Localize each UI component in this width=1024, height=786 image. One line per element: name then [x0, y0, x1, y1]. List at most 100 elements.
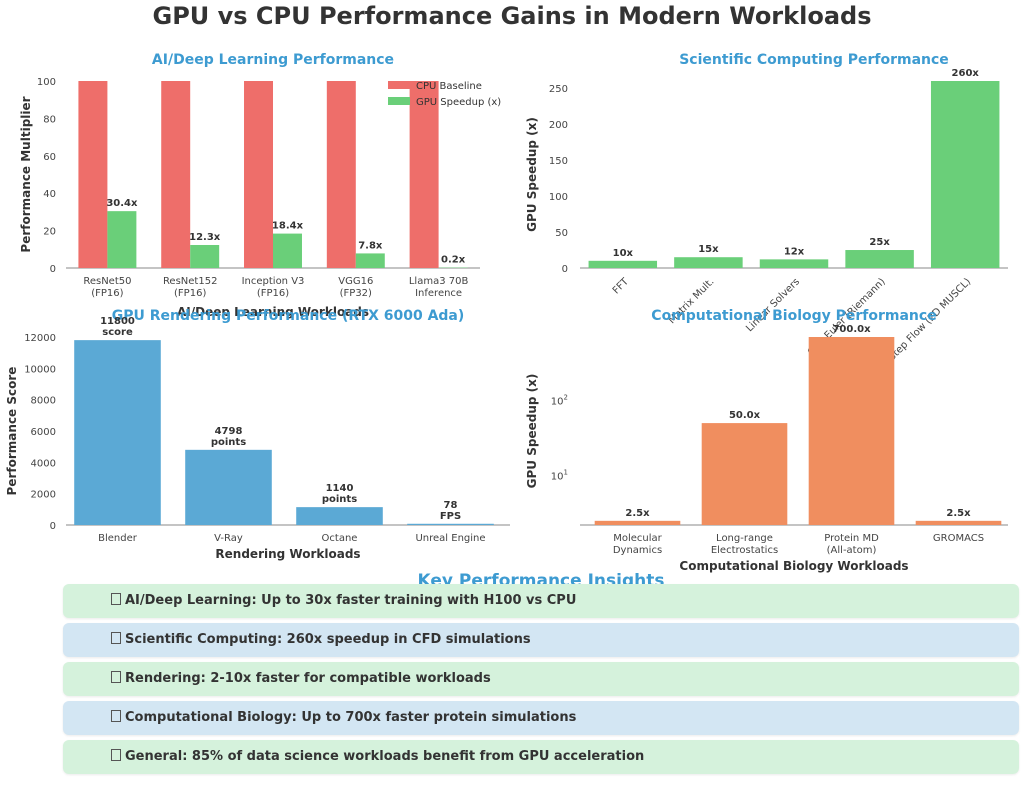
cpu-bar	[326, 81, 356, 268]
y-tick-label: 10000	[24, 364, 56, 375]
placeholder-glyph-icon	[111, 671, 121, 683]
gpu-bar	[759, 259, 829, 268]
legend-swatch	[388, 81, 410, 89]
x-tick-label: Llama3 70B Inference	[409, 276, 469, 299]
cpu-bar	[161, 81, 191, 268]
placeholder-glyph-icon	[111, 710, 121, 722]
x-axis-label: Computational Biology Workloads	[679, 559, 908, 573]
x-tick-label: VGG16 (FP32)	[338, 276, 373, 299]
y-tick-label: 0	[50, 264, 56, 275]
data-label: 700.0x	[832, 324, 871, 335]
insight-text: Rendering: 2-10x faster for compatible w…	[125, 671, 491, 686]
y-tick-label: 20	[43, 227, 56, 238]
x-tick-label: GROMACS	[933, 533, 984, 544]
y-tick-label: 12000	[24, 333, 56, 344]
score-bar	[74, 340, 161, 525]
data-label: 2.5x	[625, 508, 650, 519]
x-tick-label: Inception V3 (FP16)	[242, 276, 305, 299]
placeholder-glyph-icon	[111, 632, 121, 644]
y-tick-label: 8000	[31, 396, 56, 407]
cpu-bar	[78, 81, 108, 268]
x-tick-label: ResNet50 (FP16)	[83, 276, 131, 299]
x-tick-label: Blender	[98, 533, 138, 544]
x-tick-label: ResNet152 (FP16)	[163, 276, 218, 299]
chart-title: Computational Biology Performance	[651, 308, 936, 324]
y-tick-label: 6000	[31, 427, 56, 438]
chart-title: GPU Rendering Performance (RTX 6000 Ada)	[112, 308, 465, 324]
gpu-bar	[674, 257, 743, 268]
insight-text: Scientific Computing: 260x speedup in CF…	[125, 632, 531, 647]
score-bar	[296, 507, 383, 525]
gpu-bar	[273, 233, 302, 268]
data-label: 12x	[784, 246, 805, 257]
insight-card: Rendering: 2-10x faster for compatible w…	[63, 662, 1019, 696]
x-tick-label: V-Ray	[214, 533, 243, 544]
cpu-bar	[244, 81, 273, 268]
insight-card: Computational Biology: Up to 700x faster…	[63, 701, 1019, 735]
data-label: 260x	[952, 68, 980, 79]
y-tick-label: 101	[551, 469, 568, 483]
y-tick-label: 102	[551, 393, 568, 407]
legend-swatch	[388, 97, 410, 105]
gpu-bar	[355, 253, 385, 268]
page-title: GPU vs CPU Performance Gains in Modern W…	[152, 2, 872, 30]
y-tick-label: 60	[43, 152, 56, 163]
y-tick-label: 100	[37, 77, 56, 88]
data-label: 4798 points	[211, 426, 246, 448]
x-axis-label: AI/Deep Learning Workloads	[177, 305, 369, 319]
y-tick-label: 200	[549, 120, 568, 131]
ai-chart: AI/Deep Learning Performance 0 20 40 60 80 100…	[19, 52, 501, 319]
gpu-bar	[588, 260, 658, 268]
speedup-bar	[808, 337, 895, 525]
insight-text: Computational Biology: Up to 700x faster…	[125, 710, 577, 725]
x-tick-label: Long-range Electrostatics	[711, 533, 778, 556]
score-bar	[407, 523, 494, 525]
x-tick-label: Protein MD (All-atom)	[824, 533, 879, 556]
gpu-bar	[930, 81, 1000, 268]
biology-chart: Computational Biology Performance 101 102 G…	[525, 308, 1008, 573]
data-label: 7.8x	[358, 240, 383, 251]
x-tick-label: Unreal Engine	[415, 533, 485, 544]
cpu-bar	[409, 81, 439, 268]
x-tick-label: Octane	[322, 533, 358, 544]
legend-label: CPU Baseline	[416, 81, 482, 92]
data-label: 1140 points	[322, 483, 357, 505]
y-tick-label: 40	[43, 189, 56, 200]
legend-label: GPU Speedup (x)	[416, 97, 501, 108]
data-label: 2.5x	[946, 508, 971, 519]
gpu-bar	[190, 244, 220, 268]
y-tick-label: 80	[43, 114, 56, 125]
y-tick-label: 250	[549, 84, 568, 95]
speedup-bar	[594, 520, 681, 525]
gpu-bar	[845, 250, 914, 268]
placeholder-glyph-icon	[111, 749, 121, 761]
data-label: 50.0x	[729, 410, 761, 421]
score-bar	[185, 449, 272, 525]
y-tick-label: 100	[549, 192, 568, 203]
placeholder-glyph-icon	[111, 593, 121, 605]
y-tick-label: 2000	[31, 490, 56, 501]
y-axis-label: Performance Score	[5, 367, 19, 496]
insight-card: Scientific Computing: 260x speedup in CF…	[63, 623, 1019, 657]
data-label: 10x	[613, 248, 634, 259]
data-label: 12.3x	[189, 232, 221, 243]
insight-card: AI/Deep Learning: Up to 30x faster train…	[63, 584, 1019, 618]
x-axis-label: Rendering Workloads	[215, 547, 360, 561]
data-label: 78 FPS	[440, 500, 461, 522]
y-tick-label: 0	[50, 521, 56, 532]
rendering-chart: GPU Rendering Performance (RTX 6000 Ada)…	[5, 308, 510, 561]
chart-title: AI/Deep Learning Performance	[152, 52, 394, 68]
y-axis-label: GPU Speedup (x)	[525, 374, 539, 489]
insight-text: AI/Deep Learning: Up to 30x faster train…	[125, 593, 577, 608]
y-tick-label: 50	[555, 228, 568, 239]
y-tick-label: 150	[549, 156, 568, 167]
x-tick-label: FFT	[611, 276, 632, 297]
y-axis-label: Performance Multiplier	[19, 96, 33, 252]
y-axis-label: GPU Speedup (x)	[525, 117, 539, 232]
data-label: 11800 score	[100, 316, 135, 338]
data-label: 0.2x	[441, 255, 466, 266]
data-label: 30.4x	[106, 198, 138, 209]
chart-title: Scientific Computing Performance	[679, 52, 949, 68]
speedup-bar	[915, 520, 1002, 525]
data-label: 15x	[698, 244, 719, 255]
